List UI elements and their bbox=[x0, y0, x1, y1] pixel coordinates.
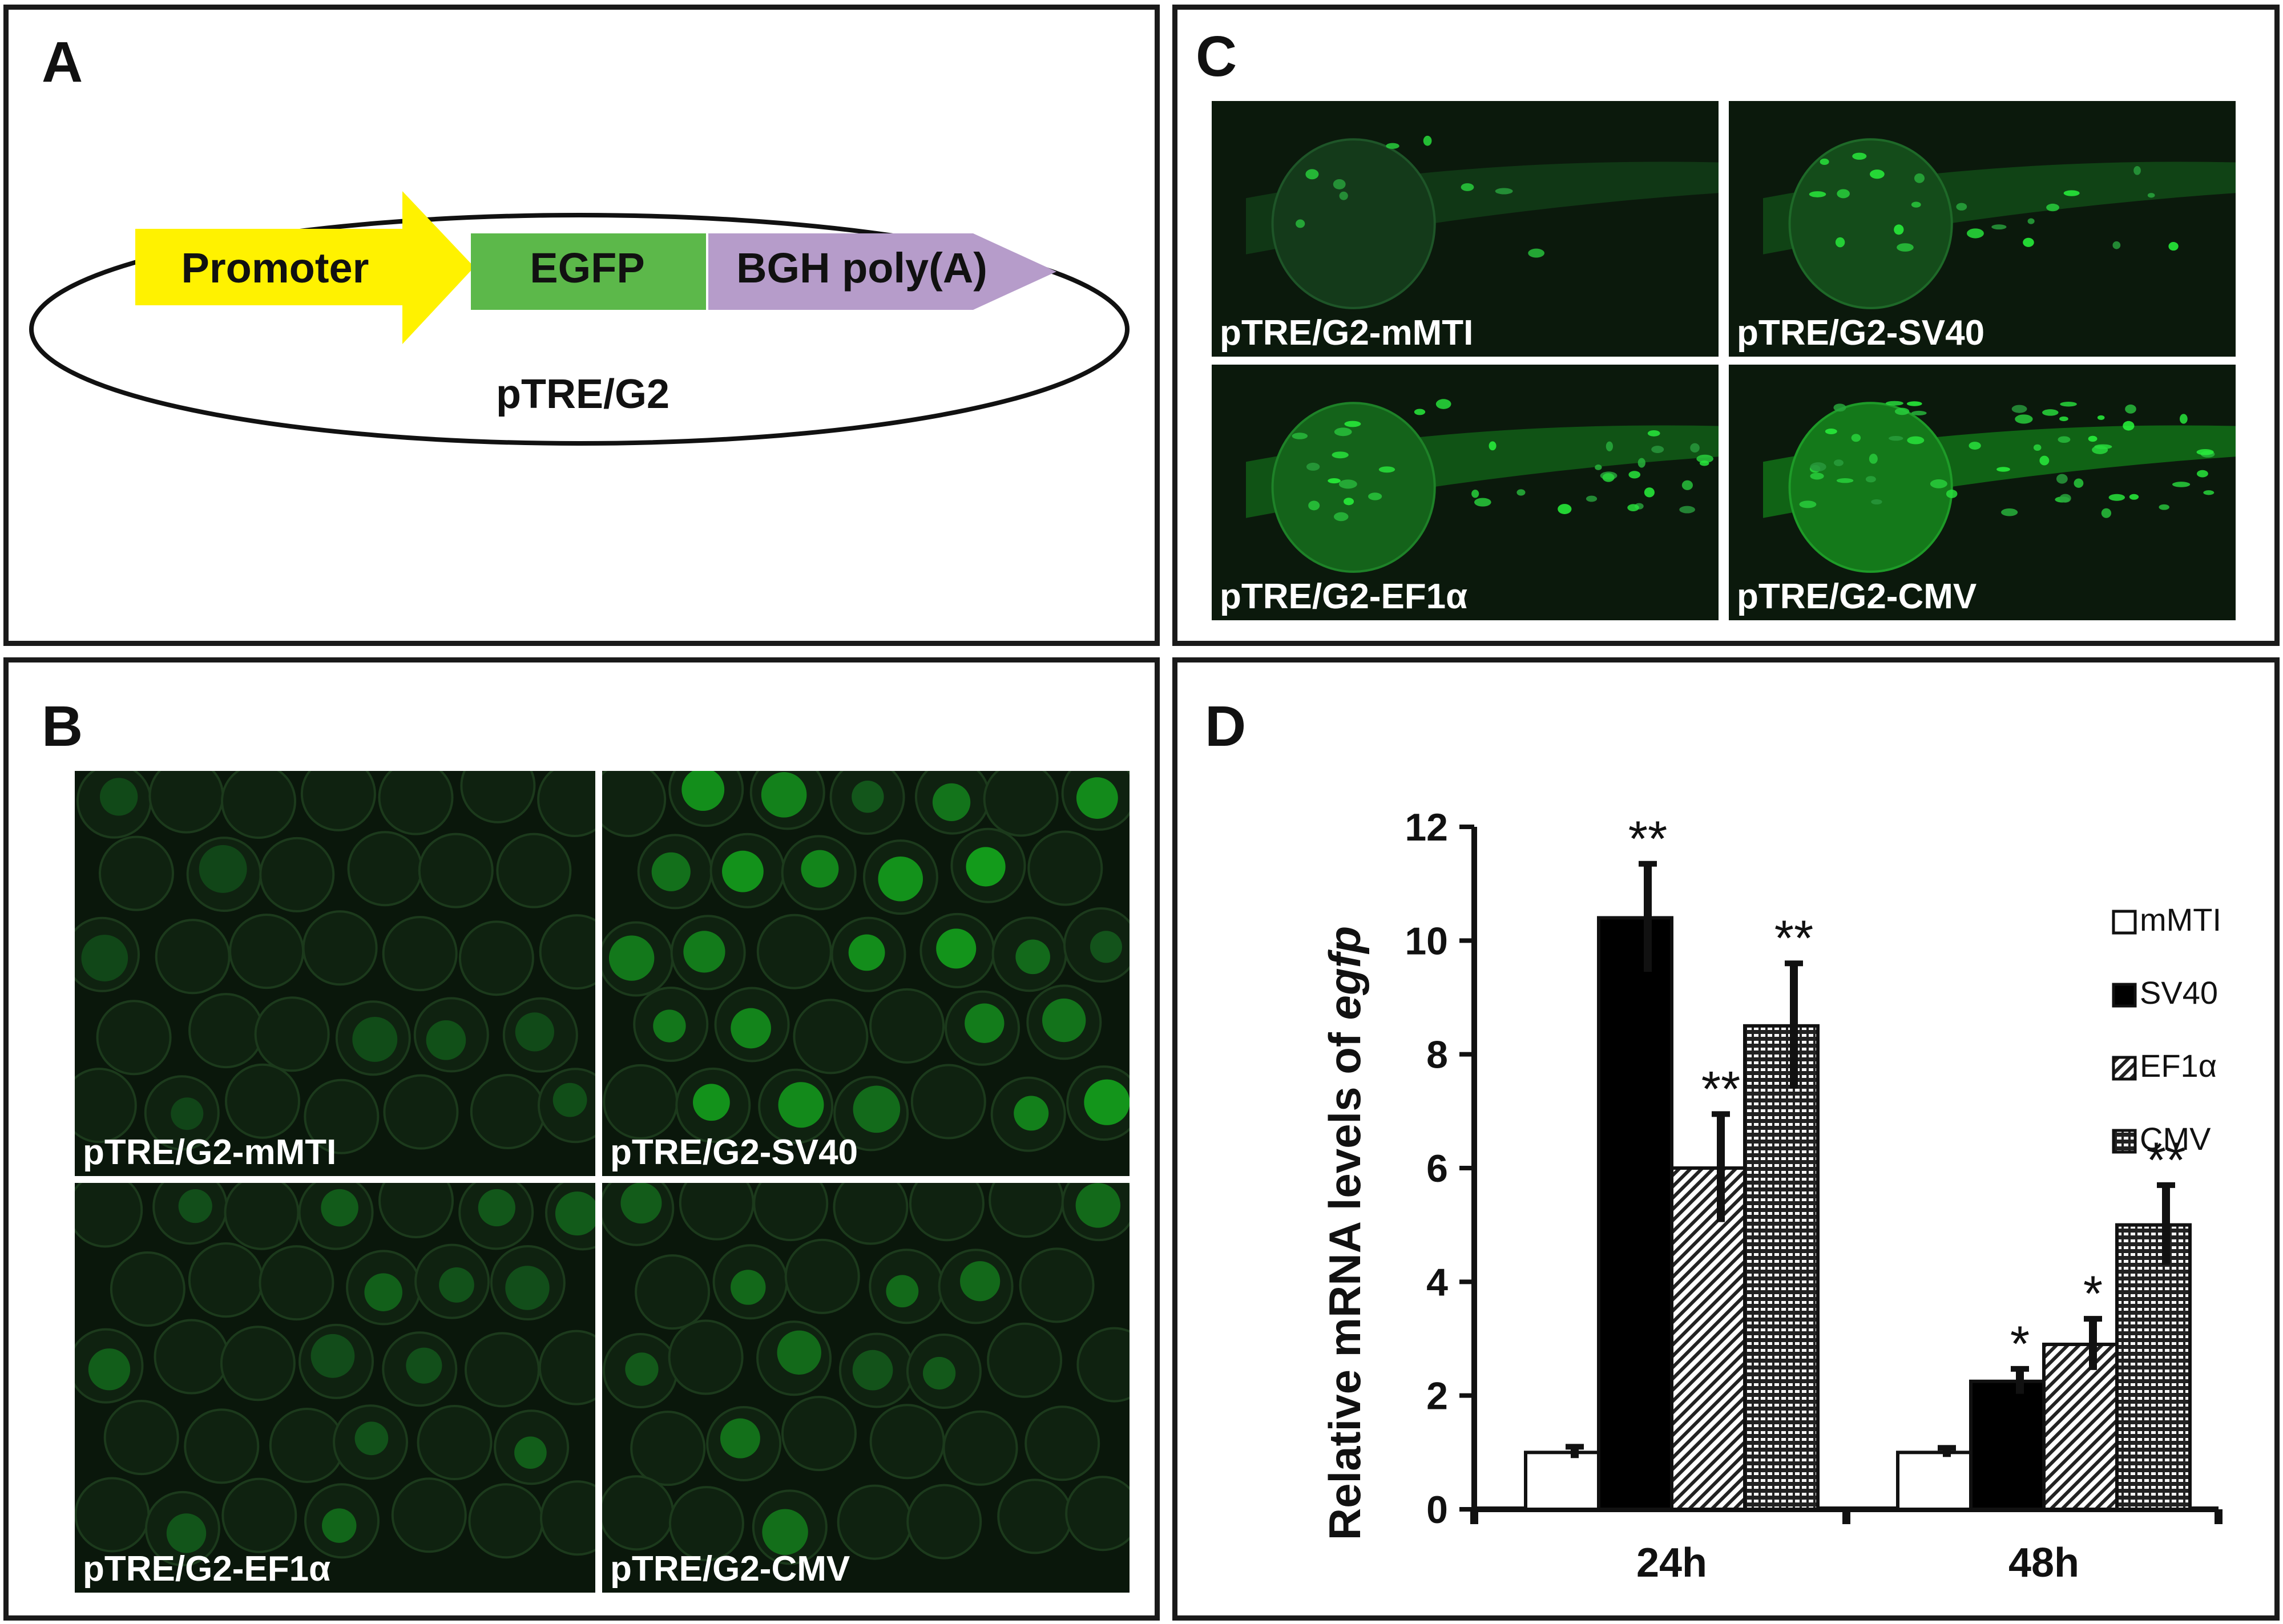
legend-label: CMV bbox=[2140, 1121, 2211, 1157]
x-category-label: 48h bbox=[2008, 1540, 2079, 1586]
y-axis-label-italic: egfp bbox=[1320, 926, 1370, 1020]
significance-marker: * bbox=[2010, 1315, 2030, 1372]
bar bbox=[2115, 1223, 2192, 1512]
panel-d: D 0 2 4 6 8 10 12 24h ** ** ** 48h * * ** mMTI SV40 EF1α C… bbox=[1172, 657, 2280, 1621]
legend-swatch bbox=[2112, 1129, 2137, 1154]
panel-letter-b: B bbox=[42, 694, 83, 758]
image-label: pTRE/G2-EF1α bbox=[83, 1549, 331, 1589]
larva-micrograph bbox=[1212, 365, 1719, 620]
image-label: pTRE/G2-CMV bbox=[1737, 577, 1977, 616]
larva-image-ef1a: pTRE/G2-EF1α bbox=[1212, 365, 1719, 620]
image-label: pTRE/G2-EF1α bbox=[1220, 577, 1468, 616]
larva-image-sv40: pTRE/G2-SV40 bbox=[1729, 101, 2236, 357]
legend-label: mMTI bbox=[2140, 902, 2221, 938]
bar bbox=[2042, 1342, 2119, 1511]
embryo-image-cmv: pTRE/G2-CMV bbox=[602, 1183, 1130, 1593]
y-axis-label: Relative mRNA levels of egfp bbox=[1320, 926, 1370, 1540]
legend-label: SV40 bbox=[2140, 975, 2218, 1011]
panel-letter-d: D bbox=[1205, 694, 1247, 758]
y-tick-label: 0 bbox=[1426, 1488, 1448, 1532]
panel-letter-a: A bbox=[42, 30, 83, 94]
polya-arrow bbox=[708, 233, 1056, 310]
panel-a: A Promoter EGFP BGH poly(A) pTRE/G2 bbox=[3, 5, 1160, 646]
image-label: pTRE/G2-mMTI bbox=[1220, 313, 1474, 353]
legend-label: EF1α bbox=[2140, 1048, 2217, 1084]
bar bbox=[1597, 916, 1673, 1511]
embryo-image-mmti: pTRE/G2-mMTI bbox=[75, 771, 595, 1176]
image-label: pTRE/G2-SV40 bbox=[610, 1133, 858, 1172]
embryo-image-ef1a: pTRE/G2-EF1α bbox=[75, 1183, 595, 1593]
y-tick-label: 4 bbox=[1426, 1261, 1448, 1304]
egfp-label: EGFP bbox=[530, 244, 644, 292]
image-label: pTRE/G2-mMTI bbox=[83, 1133, 337, 1172]
y-tick-label: 12 bbox=[1405, 806, 1448, 849]
y-tick-label: 8 bbox=[1426, 1033, 1448, 1077]
x-category-label: 24h bbox=[1636, 1540, 1707, 1586]
image-label: pTRE/G2-CMV bbox=[610, 1549, 850, 1589]
panel-letter-c: C bbox=[1196, 25, 1237, 88]
panel-b: B pTRE/G2-mMTI pTRE/G2-SV40 pTRE/G2-EF1α… bbox=[3, 657, 1160, 1621]
significance-marker: ** bbox=[2147, 1132, 2186, 1188]
egfp-box bbox=[471, 233, 706, 310]
legend-swatch bbox=[2112, 910, 2137, 935]
embryo-micrograph bbox=[75, 771, 595, 1176]
significance-marker: ** bbox=[1628, 810, 1668, 867]
y-tick-label: 2 bbox=[1426, 1375, 1448, 1418]
significance-marker: * bbox=[2083, 1265, 2103, 1322]
promoter-arrow bbox=[135, 191, 474, 344]
larva-image-cmv: pTRE/G2-CMV bbox=[1729, 365, 2236, 620]
panel-c: C pTRE/G2-mMTI pTRE/G2-SV40 pTRE/G2-EF1α… bbox=[1172, 5, 2280, 646]
larva-micrograph bbox=[1729, 365, 2236, 620]
bar bbox=[1524, 1451, 1600, 1512]
bar bbox=[1670, 1166, 1746, 1511]
significance-marker: ** bbox=[1701, 1060, 1741, 1117]
promoter-label: Promoter bbox=[181, 244, 369, 292]
larva-micrograph bbox=[1729, 101, 2236, 357]
y-tick-label: 10 bbox=[1405, 919, 1448, 963]
bar bbox=[1743, 1024, 1820, 1511]
embryo-micrograph bbox=[602, 771, 1130, 1176]
larva-micrograph bbox=[1212, 101, 1719, 357]
legend-swatch bbox=[2112, 1056, 2137, 1081]
bar bbox=[1896, 1451, 1973, 1512]
y-axis-label-prefix: Relative mRNA levels of bbox=[1320, 1020, 1370, 1540]
significance-marker: ** bbox=[1774, 910, 1814, 966]
polya-label: BGH poly(A) bbox=[736, 244, 987, 292]
embryo-micrograph bbox=[602, 1183, 1130, 1593]
legend-swatch bbox=[2112, 983, 2137, 1008]
plasmid-backbone bbox=[29, 213, 1130, 446]
image-label: pTRE/G2-SV40 bbox=[1737, 313, 1985, 353]
bar-chart: 02468101224h******48h****mMTISV40EF1αCMV… bbox=[1320, 806, 2223, 1586]
plasmid-construct-diagram: Promoter EGFP BGH poly(A) pTRE/G2 bbox=[29, 191, 1130, 446]
embryo-image-sv40: pTRE/G2-SV40 bbox=[602, 771, 1130, 1176]
embryo-micrograph bbox=[75, 1183, 595, 1593]
y-tick-label: 6 bbox=[1426, 1147, 1448, 1190]
plasmid-name: pTRE/G2 bbox=[496, 371, 669, 417]
bar bbox=[1969, 1379, 2046, 1511]
larva-image-mmti: pTRE/G2-mMTI bbox=[1212, 101, 1719, 357]
